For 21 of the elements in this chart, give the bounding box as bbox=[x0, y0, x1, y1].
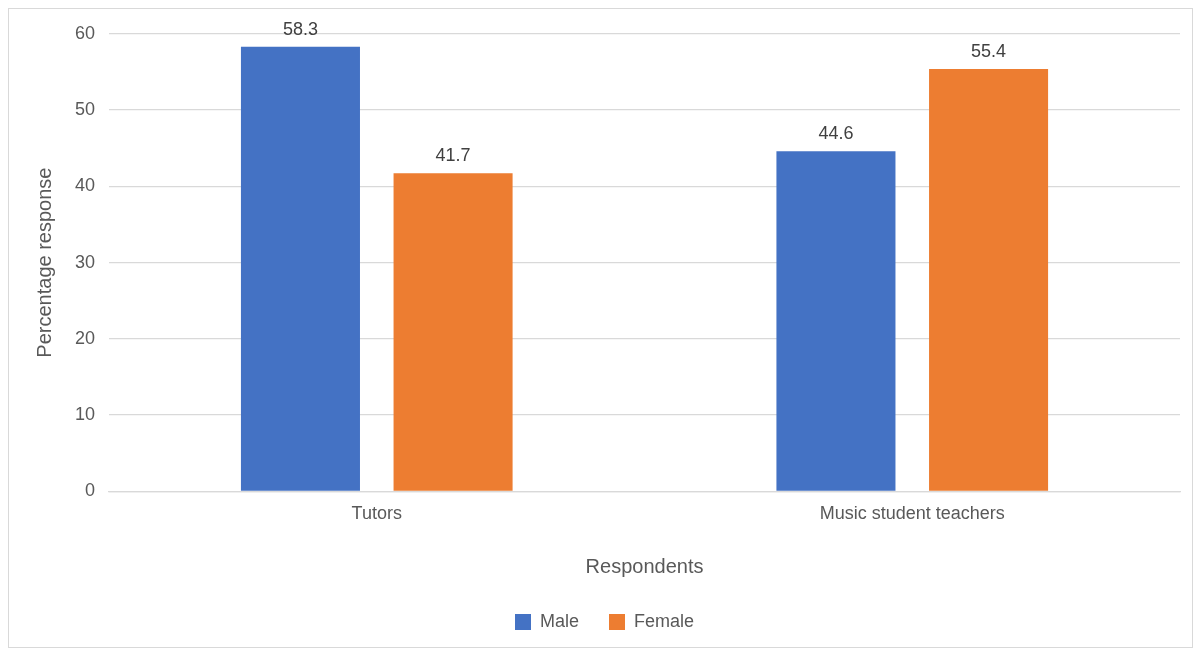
x-tick-label: Music student teachers bbox=[819, 503, 1005, 524]
y-tick-label: 20 bbox=[74, 327, 96, 348]
data-label: 58.3 bbox=[282, 18, 318, 39]
bar bbox=[929, 68, 1049, 491]
y-tick-label: 60 bbox=[74, 22, 96, 43]
y-axis-title: Percentage response bbox=[32, 167, 55, 358]
bar bbox=[776, 151, 896, 491]
y-tick-label: 30 bbox=[74, 251, 96, 272]
legend-label: Female bbox=[634, 610, 695, 631]
data-label: 44.6 bbox=[818, 123, 854, 144]
legend-label: Male bbox=[539, 610, 579, 631]
x-axis-title: Respondents bbox=[585, 554, 704, 577]
y-tick-label: 0 bbox=[85, 480, 96, 501]
y-tick-label: 10 bbox=[74, 404, 96, 425]
bar bbox=[240, 46, 360, 491]
data-label: 55.4 bbox=[971, 40, 1007, 61]
x-tick-label: Tutors bbox=[351, 503, 402, 524]
bar bbox=[393, 173, 513, 491]
data-label: 41.7 bbox=[435, 145, 471, 166]
y-tick-label: 50 bbox=[74, 99, 96, 120]
y-tick-label: 40 bbox=[74, 175, 96, 196]
